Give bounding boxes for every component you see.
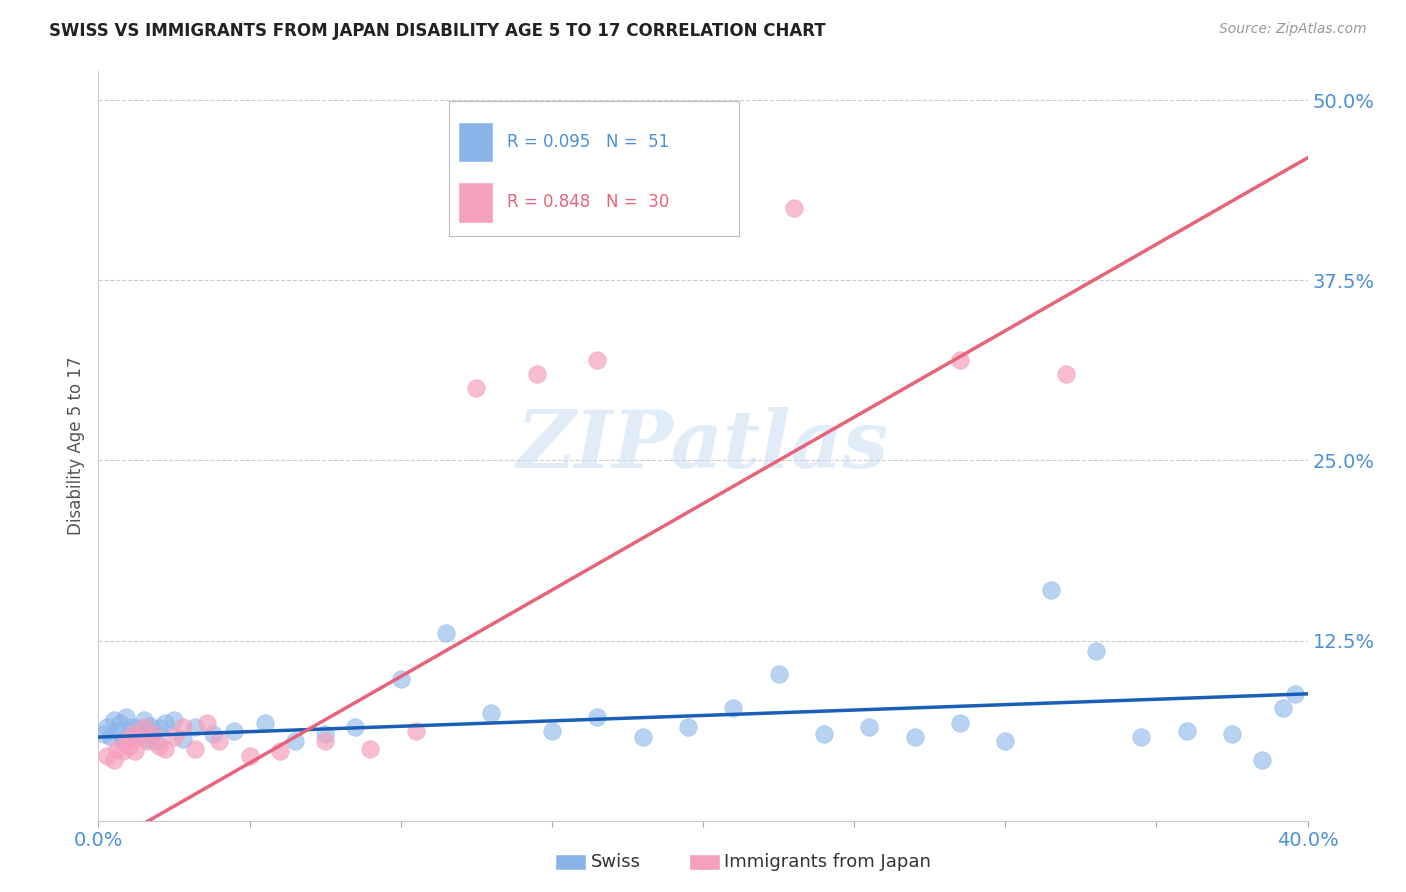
Point (142, 727, 165, 741)
Point (111, 744, 134, 758)
Point (1220, 727, 1243, 741)
Point (481, 706, 503, 720)
Point (949, 352, 972, 367)
Point (103, 753, 125, 767)
Point (1272, 701, 1295, 715)
Point (195, 715, 218, 730)
Point (148, 739, 170, 753)
Point (783, 201, 806, 215)
Point (121, 720, 143, 734)
Point (314, 727, 336, 741)
Point (142, 727, 165, 741)
Point (172, 731, 194, 746)
Point (949, 715, 972, 730)
Point (465, 381, 488, 395)
Point (239, 748, 262, 763)
Point (93, 727, 115, 741)
Point (526, 367, 548, 381)
Point (813, 727, 835, 741)
Point (1284, 687, 1306, 701)
Point (253, 715, 276, 730)
Point (163, 730, 186, 744)
Point (96, 720, 118, 734)
Text: SWISS VS IMMIGRANTS FROM JAPAN DISABILITY AGE 5 TO 17 CORRELATION CHART: SWISS VS IMMIGRANTS FROM JAPAN DISABILIT… (49, 22, 825, 40)
Text: Swiss: Swiss (591, 853, 641, 871)
Point (389, 673, 412, 687)
Point (224, 724, 246, 739)
Point (631, 730, 654, 744)
Point (127, 730, 149, 744)
Point (114, 734, 136, 748)
Point (148, 722, 170, 736)
Point (105, 724, 128, 739)
Point (676, 720, 699, 734)
Point (269, 744, 291, 758)
Point (118, 739, 141, 753)
Point (184, 720, 207, 734)
Point (904, 730, 927, 744)
Text: Immigrants from Japan: Immigrants from Japan (724, 853, 931, 871)
Point (145, 734, 167, 748)
Point (153, 715, 176, 730)
Point (135, 734, 157, 748)
Point (586, 710, 609, 724)
Point (540, 724, 562, 739)
Point (1251, 753, 1274, 767)
Point (1130, 730, 1153, 744)
Point (360, 741, 382, 756)
Point (96, 748, 118, 763)
Point (202, 727, 225, 741)
Point (434, 626, 457, 640)
Point (163, 713, 186, 727)
Point (858, 720, 880, 734)
Point (108, 715, 131, 730)
Point (172, 720, 194, 734)
Text: ZIPatlas: ZIPatlas (517, 408, 889, 484)
Point (114, 710, 136, 724)
Point (129, 724, 152, 739)
Point (723, 701, 745, 715)
Point (111, 734, 134, 748)
Point (105, 741, 128, 756)
Text: Source: ZipAtlas.com: Source: ZipAtlas.com (1219, 22, 1367, 37)
Point (768, 666, 790, 681)
Point (405, 724, 427, 739)
Point (139, 718, 162, 732)
Point (314, 734, 336, 748)
Point (135, 731, 157, 746)
Point (1054, 367, 1077, 381)
Y-axis label: Disability Age 5 to 17: Disability Age 5 to 17 (66, 357, 84, 535)
Point (184, 741, 207, 756)
Point (1175, 724, 1198, 739)
Point (103, 713, 125, 727)
Point (284, 734, 307, 748)
Point (127, 722, 149, 736)
Point (100, 730, 122, 744)
Point (1085, 643, 1108, 657)
Point (994, 734, 1017, 748)
Point (124, 730, 146, 744)
Point (586, 352, 609, 367)
Point (344, 720, 367, 734)
Point (118, 727, 141, 741)
Point (132, 720, 155, 734)
Point (208, 734, 231, 748)
Point (124, 744, 146, 758)
Point (1039, 583, 1062, 598)
Point (132, 713, 155, 727)
Point (153, 741, 176, 756)
Point (121, 727, 143, 741)
